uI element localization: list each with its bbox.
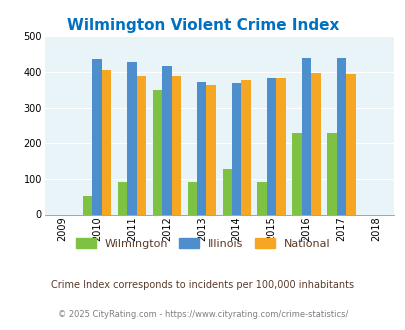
Bar (301, 58, 311, 214)
Bar (83, 196, 92, 214)
Bar (171, 76, 181, 214)
Bar (187, 182, 196, 214)
Text: Wilmington Violent Crime Index: Wilmington Violent Crime Index (67, 18, 338, 33)
Bar (326, 133, 336, 214)
Bar (222, 169, 231, 214)
Bar (152, 90, 162, 214)
Text: Crime Index corresponds to incidents per 100,000 inhabitants: Crime Index corresponds to incidents per… (51, 280, 354, 290)
Bar (92, 59, 102, 215)
Bar (241, 81, 250, 214)
Bar (311, 73, 320, 214)
Bar (206, 85, 215, 214)
Bar (292, 133, 301, 214)
Legend: Wilmington, Illinois, National: Wilmington, Illinois, National (76, 238, 329, 249)
Bar (257, 182, 266, 214)
Bar (127, 62, 136, 214)
Bar (162, 66, 171, 214)
Bar (345, 74, 355, 214)
Bar (136, 76, 146, 214)
Bar (102, 70, 111, 214)
Bar (117, 182, 127, 214)
Bar (276, 78, 285, 214)
Bar (231, 83, 241, 214)
Text: © 2025 CityRating.com - https://www.cityrating.com/crime-statistics/: © 2025 CityRating.com - https://www.city… (58, 310, 347, 319)
Bar (336, 58, 345, 214)
Bar (266, 78, 276, 214)
Bar (196, 82, 206, 214)
